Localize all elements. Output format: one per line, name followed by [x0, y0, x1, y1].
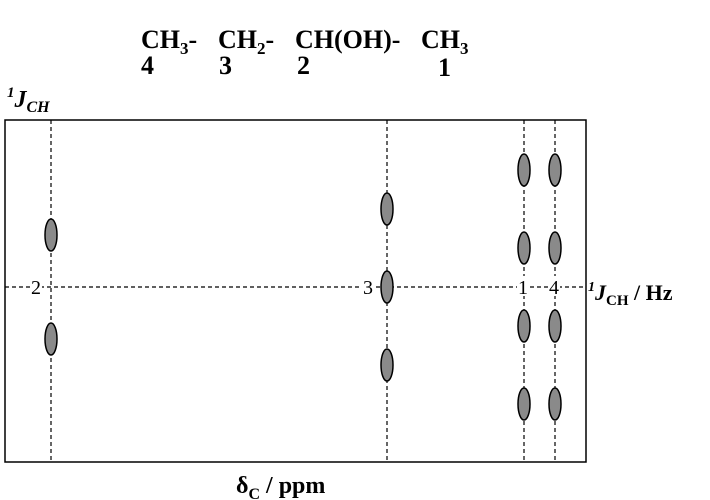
right-axis-label-base: J — [594, 280, 607, 305]
x-axis-label: δC / ppm — [236, 473, 325, 500]
carbon-4-label: 4 — [549, 277, 559, 299]
right-axis-label-sup: 1 — [588, 280, 595, 295]
formula-group-3: CH2- — [218, 25, 274, 58]
carbon-shift-lines — [50, 120, 556, 462]
x-axis-label-sub: C — [248, 486, 260, 500]
carbon-1-label: 1 — [518, 277, 528, 299]
right-axis-label-sub: CH — [606, 293, 629, 309]
y-axis-label: 1JCH — [7, 85, 50, 116]
y-axis-label-base: J — [14, 87, 28, 113]
y-axis-label-sub: CH — [27, 99, 51, 116]
peak-c4-3 — [548, 309, 562, 343]
formula-2-sep: - — [392, 25, 401, 54]
formula-1-base: CH — [421, 25, 460, 54]
formula-3-base: CH — [218, 25, 257, 54]
peak-c1-3 — [517, 309, 531, 343]
peak-c2-1 — [44, 218, 58, 252]
carbon-2-label: 2 — [31, 277, 41, 299]
formula-group-4: CH3- — [141, 25, 197, 58]
right-axis-label-tail: / Hz — [629, 280, 673, 305]
formula-group-1: CH3 — [421, 25, 469, 58]
formula-2-base: CH(OH) — [295, 25, 392, 54]
formula-3-sub: 2 — [257, 39, 266, 58]
formula-4-sep: - — [189, 25, 198, 54]
peak-c4-2 — [548, 231, 562, 265]
molecular-formula: CH3- CH2- CH(OH)- CH3 4 3 2 1 — [141, 25, 469, 82]
peak-c1-1 — [517, 153, 531, 187]
plot-frame — [4, 119, 587, 463]
carbon-4-label-background — [548, 276, 560, 296]
carbon-3-label-background — [362, 276, 374, 296]
x-axis-label-tail: / ppm — [260, 473, 325, 499]
formula-4-base: CH — [141, 25, 180, 54]
peak-c3-3 — [380, 348, 394, 382]
carbon-number-1: 1 — [438, 53, 451, 82]
peak-c1-2 — [517, 231, 531, 265]
formula-group-2: CH(OH)- — [295, 25, 400, 54]
right-axis-label: 1JCH / Hz — [588, 280, 673, 309]
x-axis-label-base: δ — [236, 473, 248, 499]
formula-3-sep: - — [266, 25, 275, 54]
peak-c2-2 — [44, 322, 58, 356]
multiplet-peaks — [44, 153, 562, 421]
carbon-3-label: 3 — [363, 277, 373, 299]
y-axis-label-sup: 1 — [7, 85, 15, 101]
peak-c3-1 — [380, 192, 394, 226]
formula-4-sub: 3 — [180, 39, 189, 58]
peak-c1-4 — [517, 387, 531, 421]
peak-c4-4 — [548, 387, 562, 421]
carbon-2-label-background — [30, 276, 42, 296]
peak-c4-1 — [548, 153, 562, 187]
formula-1-sub: 3 — [460, 39, 469, 58]
carbon-number-3: 3 — [219, 51, 232, 80]
carbon-number-2: 2 — [297, 51, 310, 80]
carbon-number-4: 4 — [141, 51, 154, 80]
peak-c3-2 — [380, 270, 394, 304]
carbon-1-label-background — [517, 276, 529, 296]
